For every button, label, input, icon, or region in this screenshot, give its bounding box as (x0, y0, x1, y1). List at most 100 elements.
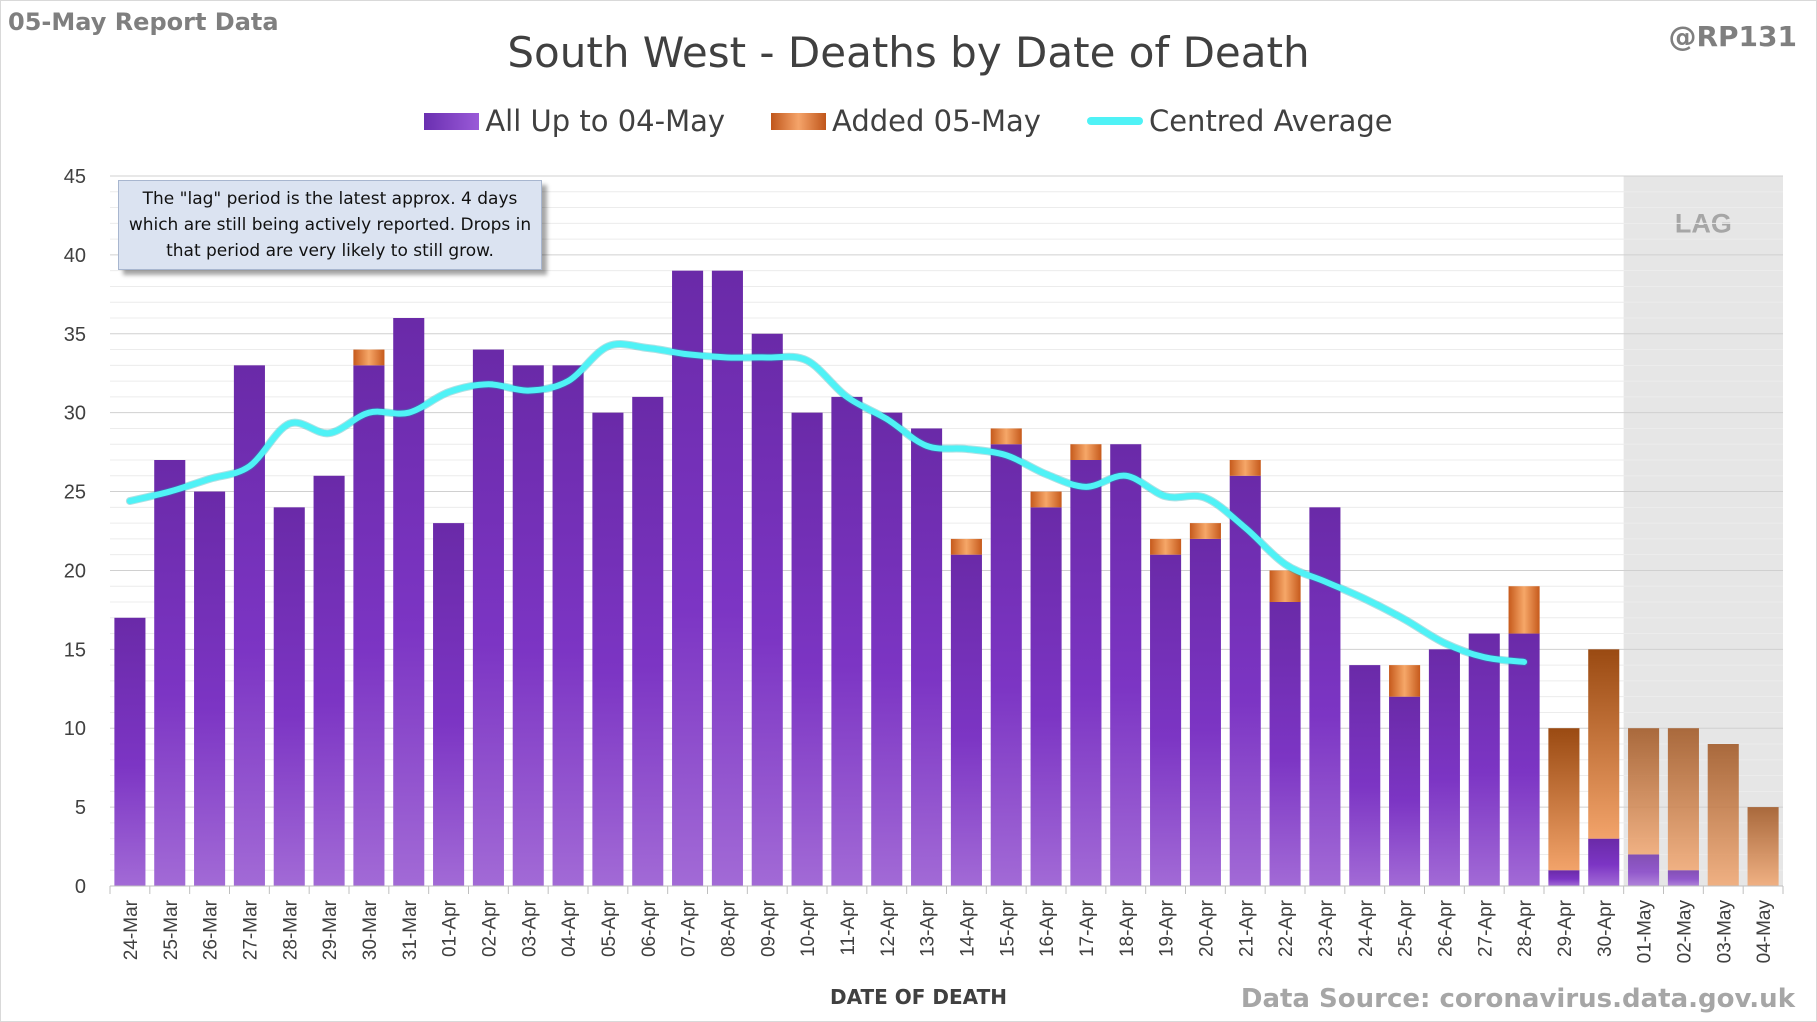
bar-all (592, 412, 624, 886)
bar-added (1030, 491, 1062, 508)
bar-added (1229, 460, 1261, 476)
y-tick-label: 20 (64, 560, 86, 582)
x-tick-label: 25-Mar (161, 899, 182, 960)
bar-added (1707, 744, 1739, 886)
average-line (126, 341, 1528, 665)
bar-all (1229, 475, 1261, 886)
x-tick-label: 27-Mar (240, 899, 261, 960)
bar-added (1508, 586, 1540, 634)
x-tick-label: 19-Apr (1157, 899, 1178, 957)
y-tick-label: 25 (64, 482, 86, 504)
x-tick-label: 23-Apr (1316, 899, 1337, 957)
x-tick-label: 28-Apr (1515, 899, 1536, 957)
x-tick-label: 26-Mar (201, 899, 222, 960)
x-tick-label: 08-Apr (718, 899, 739, 957)
bars (114, 270, 1779, 887)
y-tick-label: 15 (64, 639, 86, 661)
y-tick-label: 45 (64, 166, 86, 188)
bar-all (990, 444, 1022, 886)
y-tick-label: 0 (75, 876, 86, 898)
x-tick-label: 10-Apr (798, 899, 819, 957)
legend-item-all: All Up to 04-May (424, 104, 725, 138)
bar-added (1588, 649, 1620, 839)
y-tick-label: 10 (64, 718, 86, 740)
bar-all (552, 365, 584, 886)
report-label: 05-May Report Data (8, 8, 279, 36)
x-tick-label: 27-Apr (1475, 899, 1496, 957)
x-tick-label: 29-Apr (1555, 899, 1576, 957)
bar-all (433, 523, 465, 886)
x-tick-label: 26-Apr (1435, 899, 1456, 957)
bar-added (1389, 665, 1421, 697)
bar-added (1628, 728, 1660, 855)
x-tick-label: 02-Apr (479, 899, 500, 957)
x-tick-label: 06-Apr (639, 899, 660, 957)
x-tick-label: 31-Mar (400, 899, 421, 960)
x-tick-label: 02-May (1674, 900, 1695, 964)
x-tick-label: 01-Apr (440, 899, 461, 957)
bar-added (353, 349, 385, 366)
x-tick-label: 15-Apr (997, 899, 1018, 957)
chart-legend: All Up to 04-May Added 05-May Centred Av… (0, 104, 1817, 138)
bar-added (1150, 538, 1182, 555)
bar-all (1110, 444, 1142, 886)
average-line-group (125, 340, 1529, 666)
bar-all (1389, 696, 1421, 886)
x-tick-label: 28-Mar (280, 899, 301, 960)
x-axis-title: DATE OF DEATH (830, 985, 1007, 1009)
bar-all (114, 617, 146, 886)
x-tick-label: 18-Apr (1117, 899, 1138, 957)
bar-all (233, 365, 265, 886)
x-tick-label: 13-Apr (918, 899, 939, 957)
x-tick-label: 11-Apr (838, 899, 859, 955)
x-tick-label: 21-Apr (1236, 899, 1257, 957)
bar-all (871, 412, 903, 886)
bar-all (313, 475, 345, 886)
author-handle: @RP131 (1668, 20, 1797, 53)
bar-all (1269, 602, 1301, 886)
x-tick-label: 04-Apr (559, 899, 580, 957)
legend-swatch-orange (771, 112, 827, 130)
legend-label-all: All Up to 04-May (485, 104, 726, 138)
bar-all (393, 318, 425, 886)
bar-added (950, 538, 982, 555)
bar-all (1588, 838, 1620, 886)
x-tick-label: 24-Apr (1356, 899, 1377, 957)
x-tick-label: 09-Apr (758, 899, 779, 957)
x-tick-label: 16-Apr (1037, 899, 1058, 957)
bar-added (990, 428, 1022, 445)
x-tick-label: 07-Apr (679, 899, 700, 957)
x-tick-label: 25-Apr (1396, 899, 1417, 957)
data-source: Data Source: coronavirus.data.gov.uk (1240, 984, 1795, 1014)
bar-added (1548, 728, 1580, 871)
bar-all (950, 554, 982, 886)
bar-all (1070, 460, 1102, 886)
bar-all (1508, 633, 1540, 886)
legend-label-average: Centred Average (1148, 104, 1393, 138)
bar-all (1150, 554, 1182, 886)
bar-all (1030, 507, 1062, 886)
x-tick-label: 03-Apr (519, 899, 540, 957)
x-tick-label: 24-Mar (121, 899, 142, 960)
bar-all (353, 365, 385, 886)
bar-all (672, 270, 704, 887)
x-tick-label: 29-Mar (320, 899, 341, 960)
bar-all (1189, 538, 1221, 886)
bar-added (1269, 570, 1301, 602)
legend-swatch-line (1086, 117, 1143, 125)
lag-note: The "lag" period is the latest approx. 4… (118, 180, 542, 270)
bar-all (273, 507, 305, 886)
x-tick-label: 14-Apr (957, 899, 978, 957)
bar-all (512, 365, 544, 886)
bar-all (472, 349, 504, 886)
axes: 0 5 10 15 20 25 30 35 40 45 24-Mar 25-Mar 26-Mar 27-M… (64, 166, 1784, 964)
bar-all (831, 396, 863, 886)
y-tick-label: 5 (75, 797, 86, 819)
y-tick-label: 35 (64, 324, 86, 346)
bar-added (1189, 523, 1221, 539)
x-tick-label: 17-Apr (1077, 899, 1098, 957)
bar-all (791, 412, 823, 886)
bar-all (911, 428, 943, 886)
bar-all (1349, 665, 1381, 886)
